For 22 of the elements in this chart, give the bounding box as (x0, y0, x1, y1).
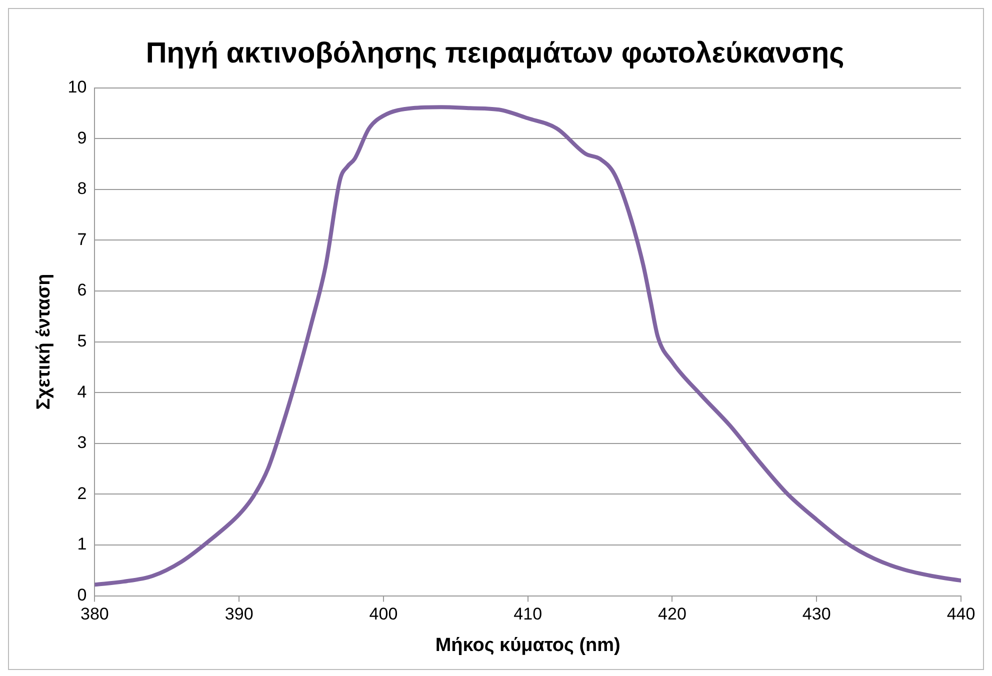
y-tick-label: 0 (77, 585, 87, 604)
y-tick-label: 1 (77, 534, 87, 554)
y-tick-label: 2 (77, 484, 87, 503)
y-axis-title: Σχετική ένταση (34, 274, 55, 410)
y-tick-label: 9 (77, 128, 87, 148)
y-tick-label: 7 (77, 230, 87, 249)
y-tick-label: 3 (77, 433, 87, 452)
x-tick-label: 400 (369, 604, 398, 624)
chart-title: Πηγή ακτινοβόλησης πειραμάτων φωτολεύκανσης (146, 37, 844, 70)
x-tick-label: 380 (80, 604, 109, 624)
x-tick-label: 440 (946, 604, 976, 624)
line-series (94, 105, 961, 587)
x-axis-title: Μήκος κύματος (nm) (435, 634, 620, 656)
x-tick-label: 430 (802, 604, 831, 624)
y-tick-label: 6 (77, 280, 87, 300)
y-tick-label: 5 (77, 331, 87, 350)
x-tick-label: 420 (658, 604, 686, 624)
x-tick-label: 410 (514, 604, 542, 624)
x-tick-label: 390 (224, 604, 254, 624)
y-tick-label: 4 (77, 382, 87, 402)
y-tick-label: 8 (77, 179, 87, 198)
y-tick-label: 10 (68, 77, 87, 96)
